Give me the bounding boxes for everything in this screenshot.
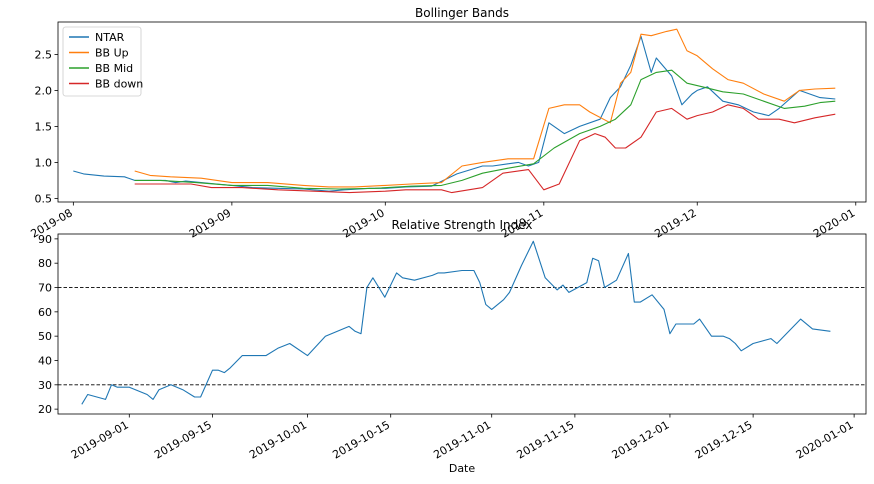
y-tick-label: 80 (38, 257, 52, 270)
axes-frame (57, 233, 867, 415)
axes-title: Relative Strength Index (392, 218, 533, 232)
series-line-bb-down (134, 104, 836, 194)
x-axis-label: Date (449, 462, 476, 475)
series-line-bb-mid (134, 69, 836, 190)
y-tick-label: 20 (38, 403, 52, 416)
y-tick-label: 1.0 (35, 156, 53, 169)
y-tick-label: 2.0 (35, 84, 53, 97)
axes-frame (57, 21, 867, 203)
series-line-bb-up (134, 28, 836, 188)
legend: NTAR BB Up BB Mid BB down (62, 26, 143, 97)
y-tick-label: 50 (38, 330, 52, 343)
legend-box (62, 26, 142, 97)
y-tick-label: 30 (38, 379, 52, 392)
y-tick-label: 40 (38, 354, 52, 367)
y-tick-label: 70 (38, 282, 52, 295)
axes-title: Bollinger Bands (415, 6, 509, 20)
y-tick-label: 60 (38, 306, 52, 319)
legend-label-bb-down: BB down (95, 78, 143, 91)
y-tick-label: 90 (38, 233, 52, 246)
y-tick-label: 2.5 (35, 48, 53, 61)
legend-label-bb-up: BB Up (95, 47, 129, 60)
y-tick-label: 1.5 (35, 120, 53, 133)
y-tick-label: 0.5 (35, 192, 53, 205)
legend-label-ntar: NTAR (95, 31, 125, 44)
legend-label-bb-mid: BB Mid (95, 62, 133, 75)
series-line-rsi (81, 240, 831, 405)
